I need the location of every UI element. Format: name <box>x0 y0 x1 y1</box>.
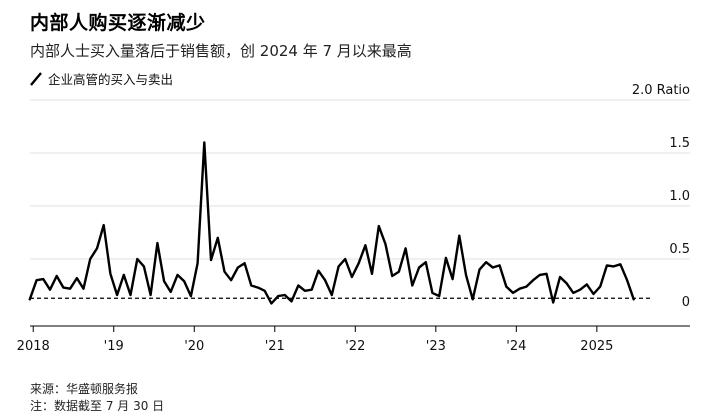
legend: 企业高管的买入与卖出 <box>30 69 173 88</box>
x-tick-label: '23 <box>426 339 446 354</box>
legend-swatch-icon <box>30 71 42 86</box>
x-tick-label: 2018 <box>17 339 50 354</box>
chart-subtitle: 内部人士买入量落后于销售额，创 2024 年 7 月以来最高 <box>30 42 412 60</box>
legend-label: 企业高管的买入与卖出 <box>48 72 174 87</box>
chart-notes: 来源：华盛顿服务报 注：数据截至 7 月 30 日 <box>30 381 164 415</box>
y-tick-label: 1.0 <box>669 189 690 204</box>
x-tick-label: 2025 <box>580 339 613 354</box>
y-tick-label: 0.5 <box>669 242 690 257</box>
source-note: 来源：华盛顿服务报 <box>30 382 139 396</box>
x-tick-label: '24 <box>506 339 526 354</box>
chart-title: 内部人购买逐渐减少 <box>30 12 206 34</box>
series-line <box>28 141 635 305</box>
x-tick-label: '22 <box>345 339 365 354</box>
date-note: 注：数据截至 7 月 30 日 <box>30 399 165 413</box>
x-tick-label: '20 <box>184 339 204 354</box>
y-tick-label: 1.5 <box>669 136 690 151</box>
y-tick-label: 2.0 Ratio <box>632 83 690 98</box>
x-tick-label: '21 <box>265 339 285 354</box>
x-tick-label: '19 <box>104 339 124 354</box>
y-tick-label: 0 <box>682 295 690 310</box>
